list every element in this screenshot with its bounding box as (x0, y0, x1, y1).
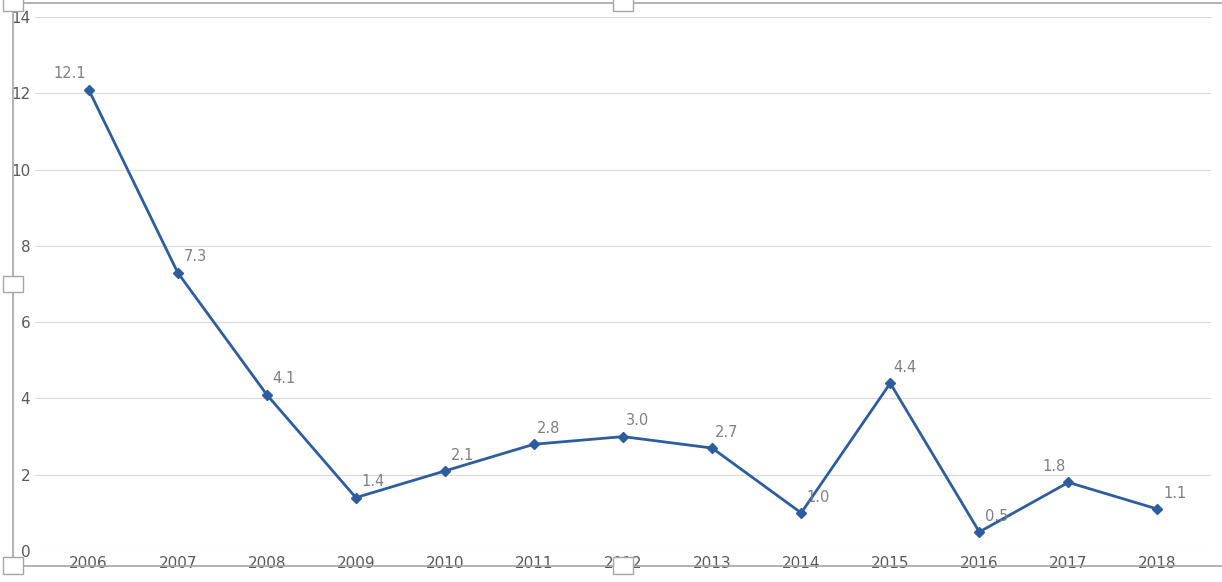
Text: 2.1: 2.1 (451, 448, 474, 463)
Text: 1.4: 1.4 (362, 474, 385, 489)
Text: 1.1: 1.1 (1163, 486, 1187, 501)
Text: 1.8: 1.8 (1042, 459, 1066, 474)
Text: 4.4: 4.4 (893, 360, 916, 375)
Text: 12.1: 12.1 (54, 66, 86, 81)
Text: 2.8: 2.8 (536, 421, 560, 436)
Text: 1.0: 1.0 (807, 489, 830, 505)
Text: 2.7: 2.7 (715, 425, 738, 440)
Text: 7.3: 7.3 (183, 249, 207, 264)
Text: 0.5: 0.5 (985, 509, 1008, 524)
Text: 3.0: 3.0 (626, 413, 649, 428)
Text: 4.1: 4.1 (273, 371, 296, 386)
